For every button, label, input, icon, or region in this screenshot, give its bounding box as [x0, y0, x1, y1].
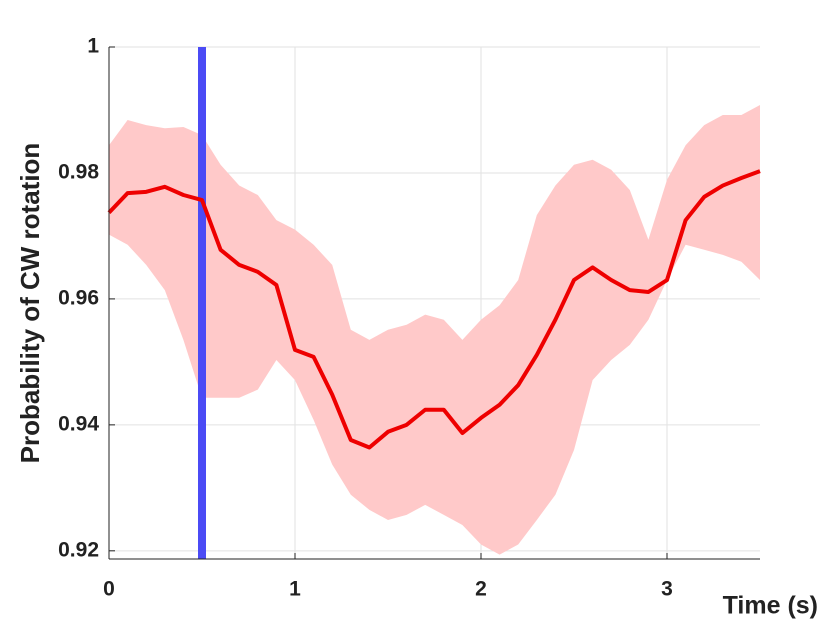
y-tick-label: 0.94 — [58, 412, 99, 435]
x-tick-label: 0 — [103, 578, 115, 601]
y-tick-label: 0.92 — [58, 538, 99, 561]
x-tick-label: 1 — [289, 578, 301, 601]
y-axis-label: Probability of CW rotation — [15, 143, 45, 464]
x-tick-label: 3 — [661, 578, 673, 601]
y-tick-label: 1 — [87, 35, 99, 58]
data-line — [107, 169, 761, 450]
x-axis-label: Time (s) — [723, 592, 818, 620]
x-tick-label: 2 — [475, 578, 487, 601]
y-tick-label: 0.96 — [58, 286, 99, 309]
y-tick-label: 0.98 — [58, 161, 99, 184]
confidence-band — [109, 104, 760, 555]
